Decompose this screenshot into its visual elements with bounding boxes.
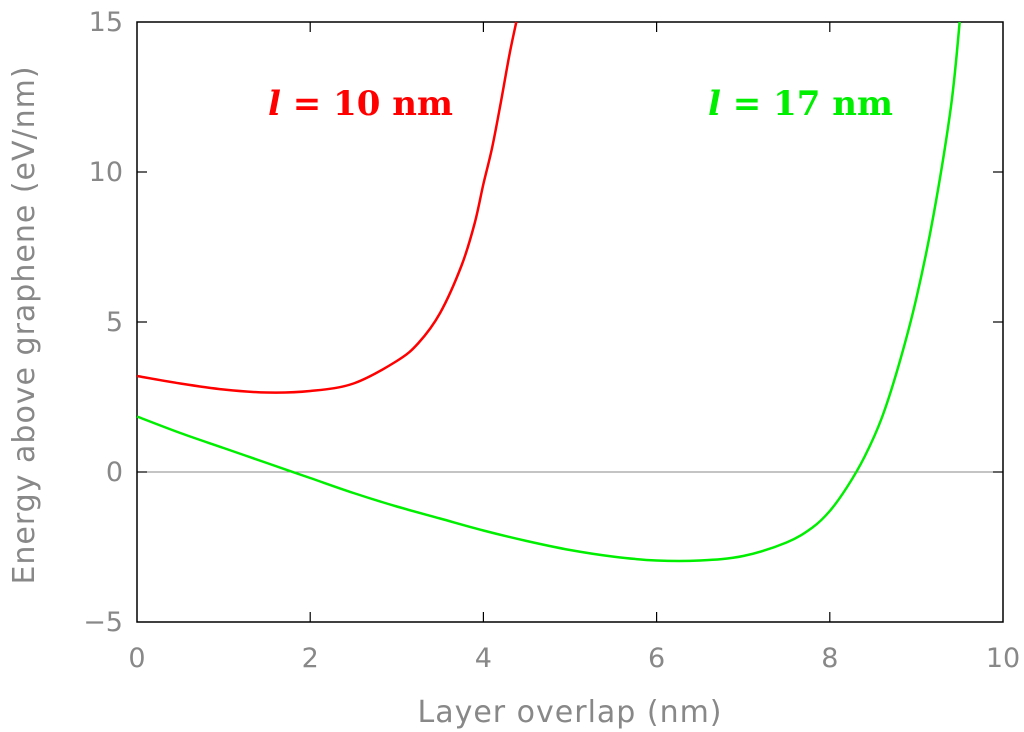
series-label-value: = 17 nm [721, 84, 893, 124]
series-label-value: = 10 nm [281, 84, 453, 124]
y-tick-label: 5 [106, 307, 123, 338]
x-tick-label: 2 [302, 643, 319, 674]
y-tick-label: 0 [106, 457, 123, 488]
y-axis-title: Energy above graphene (eV/nm) [7, 65, 42, 584]
y-tick-label: −5 [83, 607, 123, 638]
series-label-variable: l [268, 84, 281, 124]
x-tick-label: 8 [821, 643, 838, 674]
x-axis-title: Layer overlap (nm) [417, 695, 722, 730]
x-tick-label: 10 [986, 643, 1020, 674]
x-tick-label: 6 [648, 643, 665, 674]
series-lines [136, 21, 961, 563]
series-label-l10: l = 10 nm [268, 84, 453, 124]
x-tick-label: 0 [128, 643, 145, 674]
axis-ticks [137, 22, 1003, 622]
y-tick-label: 10 [89, 157, 123, 188]
y-tick-label: 15 [89, 7, 123, 38]
series-label-variable: l [708, 84, 721, 124]
x-tick-label: 4 [475, 643, 492, 674]
series-line-0 [136, 21, 518, 394]
series-line-1 [136, 21, 961, 563]
series-label-l17: l = 17 nm [708, 84, 893, 124]
